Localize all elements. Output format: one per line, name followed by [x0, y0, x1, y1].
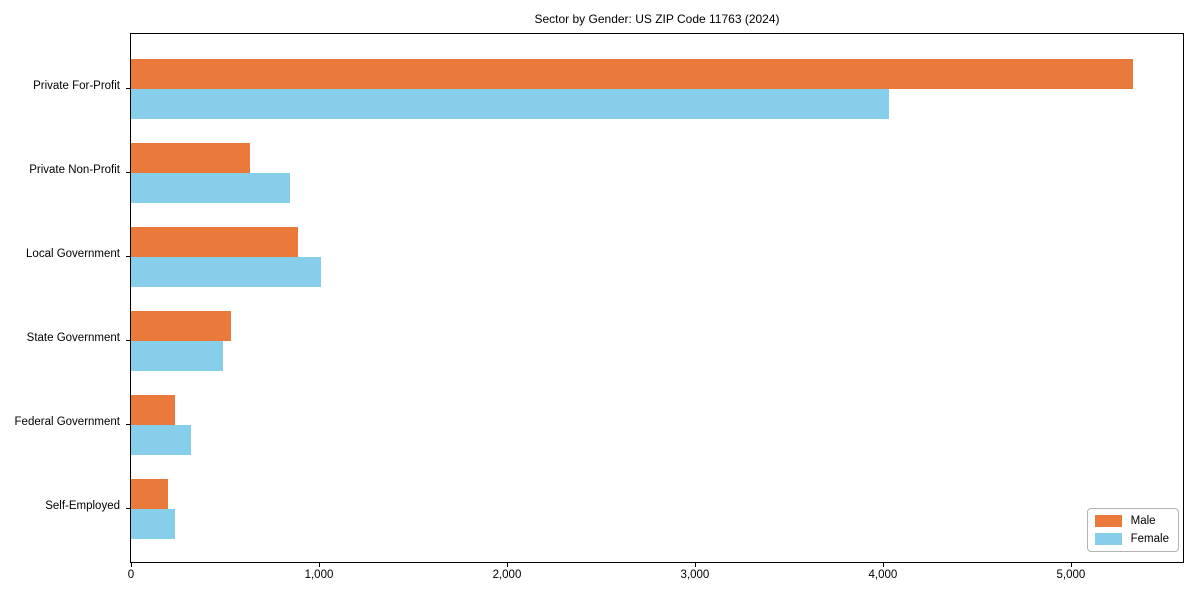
- x-tick-label-4: 4,000: [868, 569, 898, 581]
- x-tick-label-3: 3,000: [680, 569, 710, 581]
- x-tick-3: [694, 563, 697, 567]
- x-tick-1: [318, 563, 321, 567]
- y-axis-label-4: Federal Government: [14, 416, 120, 428]
- bar-female-2: [131, 257, 321, 287]
- legend-row-female: Female: [1094, 533, 1169, 545]
- bar-female-0: [131, 89, 889, 119]
- y-axis-label-3: State Government: [26, 332, 120, 344]
- x-tick-label-0: 0: [127, 569, 135, 581]
- bar-male-4: [131, 395, 176, 425]
- x-tick-label-2: 2,000: [492, 569, 522, 581]
- bar-male-0: [131, 59, 1133, 89]
- bar-female-1: [131, 173, 290, 203]
- y-tick-0: [126, 88, 130, 90]
- x-tick-2: [506, 563, 509, 567]
- legend-label-female: Female: [1130, 533, 1169, 545]
- bar-male-2: [131, 227, 299, 257]
- chart-title: Sector by Gender: US ZIP Code 11763 (202…: [534, 12, 780, 26]
- bar-male-5: [131, 479, 168, 509]
- bar-female-4: [131, 425, 192, 455]
- legend-label-male: Male: [1130, 515, 1156, 527]
- x-tick-label-1: 1,000: [304, 569, 334, 581]
- bar-male-1: [131, 143, 251, 173]
- y-tick-2: [126, 256, 130, 258]
- bar-female-5: [131, 509, 176, 539]
- legend-row-male: Male: [1094, 515, 1169, 527]
- female-swatch-icon: [1094, 533, 1122, 545]
- x-tick-4: [882, 563, 885, 567]
- legend: Male Female: [1086, 508, 1179, 552]
- male-swatch-icon: [1094, 515, 1122, 527]
- x-tick-label-5: 5,000: [1056, 569, 1086, 581]
- x-tick-0: [131, 563, 133, 567]
- y-tick-3: [126, 340, 130, 342]
- x-tick-5: [1070, 563, 1073, 567]
- y-axis-label-2: Local Government: [26, 248, 120, 260]
- y-axis-label-0: Private For-Profit: [33, 80, 120, 92]
- bar-male-3: [131, 311, 231, 341]
- y-axis-label-5: Self-Employed: [45, 500, 120, 512]
- y-tick-5: [126, 508, 130, 510]
- bar-female-3: [131, 341, 224, 371]
- y-axis-label-1: Private Non-Profit: [29, 164, 120, 176]
- y-tick-1: [126, 172, 130, 174]
- plot-area: Male Female: [130, 33, 1184, 563]
- y-tick-4: [126, 424, 130, 426]
